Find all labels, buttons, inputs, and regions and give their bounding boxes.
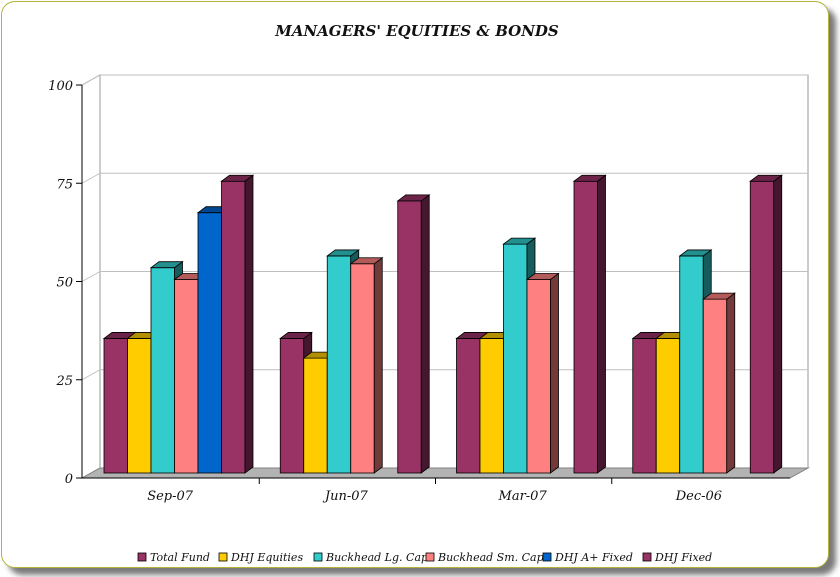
- bar-front: [303, 357, 328, 474]
- legend-item: Buckhead Lg. Cap: [313, 551, 428, 564]
- axes: 0 25 50 75 100 Sep-07 Jun-07 Mar-07 Dec-06: [48, 79, 790, 504]
- bar-top: [349, 257, 384, 265]
- bar-front: [702, 298, 728, 474]
- bar-front: [456, 338, 481, 474]
- gridline-side: [81, 271, 101, 282]
- legend-swatch: [642, 552, 652, 562]
- bar: [702, 292, 736, 474]
- legend: Total Fund DHJ Equities Buckhead Lg. Cap Bu…: [137, 551, 712, 564]
- bar-side: [244, 174, 254, 474]
- bar-front: [127, 338, 152, 474]
- bar-front: [103, 338, 128, 474]
- bar-front: [632, 338, 657, 474]
- bar-front: [350, 263, 375, 474]
- bar-front: [655, 338, 681, 474]
- legend-label: Buckhead Lg. Cap: [325, 551, 428, 564]
- bar-side: [773, 174, 783, 474]
- chart-title: MANAGERS' EQUITIES & BONDS: [274, 22, 559, 40]
- gridline-side: [81, 74, 101, 86]
- bar-front: [749, 180, 775, 474]
- bar: [525, 272, 560, 474]
- bar: [572, 174, 607, 474]
- y-tick-label: 0: [65, 472, 73, 487]
- bar-top: [220, 174, 255, 182]
- bar-top: [678, 249, 713, 257]
- bar-top: [749, 174, 783, 182]
- bar-front: [174, 279, 199, 474]
- bar-front: [503, 243, 528, 474]
- legend-swatch: [218, 552, 228, 562]
- y-tick-label: 50: [56, 276, 73, 291]
- bar-side: [726, 292, 736, 474]
- bar: [396, 194, 431, 474]
- bar-front: [279, 338, 305, 474]
- bar: [220, 174, 255, 474]
- legend-item: DHJ A+ Fixed: [542, 551, 633, 564]
- bar-top: [326, 249, 360, 257]
- legend-item: Buckhead Sm. Cap: [425, 551, 544, 564]
- bar-side: [373, 256, 383, 474]
- bar: [349, 256, 384, 474]
- x-tick-label: Mar-07: [498, 489, 548, 504]
- legend-swatch: [137, 552, 147, 562]
- bar-top: [702, 292, 736, 300]
- bar-front: [479, 338, 504, 474]
- legend-item: DHJ Equities: [218, 551, 303, 564]
- y-tick-label: 100: [48, 79, 73, 94]
- bar-top: [572, 174, 607, 182]
- bar: [749, 174, 783, 474]
- x-tick-label: Jun-07: [322, 489, 369, 504]
- bar-top: [502, 237, 537, 245]
- legend-label: DHJ Fixed: [654, 551, 712, 564]
- y-tick-label: 25: [55, 374, 73, 389]
- bar-side: [420, 194, 430, 474]
- bar-front: [526, 279, 551, 474]
- x-tick-label: Dec-06: [675, 489, 722, 504]
- y-tick-label: 75: [56, 177, 73, 192]
- legend-item: Total Fund: [137, 551, 210, 564]
- bar-front: [150, 267, 175, 474]
- bar-top: [525, 273, 560, 280]
- bars: [102, 174, 783, 474]
- gridline-side: [81, 172, 101, 184]
- legend-label: DHJ A+ Fixed: [554, 551, 633, 564]
- bar-top: [396, 194, 431, 202]
- bar-front: [326, 255, 352, 474]
- bar-front: [197, 212, 222, 474]
- legend-swatch: [425, 552, 435, 562]
- legend-label: Total Fund: [150, 551, 210, 564]
- x-tick-label: Sep-07: [147, 489, 194, 504]
- gridline-side: [81, 369, 101, 381]
- legend-swatch: [542, 552, 552, 562]
- bar-front: [397, 200, 422, 474]
- bar-front: [679, 255, 704, 474]
- bar-side: [550, 272, 559, 474]
- legend-label: DHJ Equities: [230, 551, 303, 564]
- bar-top: [279, 332, 313, 339]
- bar-top: [149, 261, 184, 269]
- bar-front: [221, 180, 246, 474]
- legend-item: DHJ Fixed: [642, 551, 712, 564]
- legend-swatch: [313, 552, 323, 562]
- bar-side: [597, 174, 606, 474]
- legend-label: Buckhead Sm. Cap: [437, 551, 544, 564]
- bar-front: [573, 180, 598, 474]
